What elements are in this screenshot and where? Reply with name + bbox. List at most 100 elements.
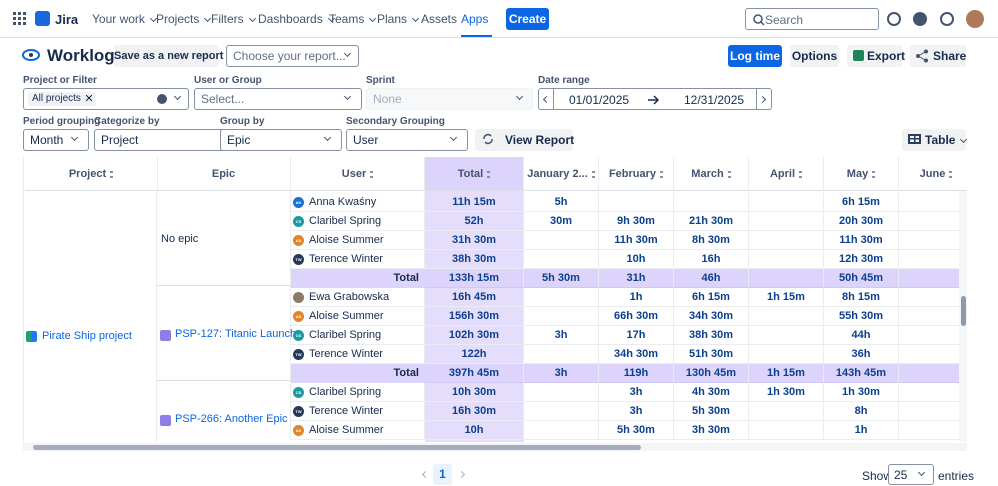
report-table: Project Epic User Total January 2... February…: [23, 157, 967, 442]
nav-active: [461, 35, 492, 37]
sort-icon[interactable]: [370, 170, 374, 178]
column-header[interactable]: Epic: [157, 157, 291, 191]
group-select[interactable]: Epic: [220, 129, 342, 151]
user-name: Anna Kwaśny: [309, 196, 377, 208]
column-header[interactable]: Total: [425, 157, 524, 191]
column-header[interactable]: User: [291, 157, 425, 191]
column-header[interactable]: March: [674, 157, 749, 191]
sort-icon[interactable]: [660, 170, 664, 178]
log-time-button[interactable]: Log time: [728, 45, 782, 67]
date-next[interactable]: [756, 88, 772, 110]
time-cell: [524, 250, 599, 269]
page-button[interactable]: 1: [433, 464, 452, 485]
nav-item[interactable]: Your work: [92, 12, 157, 26]
secondary-select[interactable]: User: [346, 129, 468, 151]
search-box[interactable]: Search: [745, 8, 879, 30]
total-cell: 397h 45m: [425, 364, 524, 383]
column-header[interactable]: February: [599, 157, 674, 191]
project-chip[interactable]: All projects: [28, 92, 96, 106]
view-report-button[interactable]: View Report: [475, 129, 575, 151]
column-header[interactable]: June: [899, 157, 967, 191]
user-name: Claribel Spring: [309, 329, 382, 341]
report-select-placeholder: Choose your report...: [233, 49, 346, 63]
sprint-select: None: [366, 88, 533, 110]
share-button[interactable]: Share: [910, 45, 966, 67]
options-button[interactable]: Options: [790, 45, 839, 67]
epic-name[interactable]: PSP-266: Another Epic: [175, 413, 288, 425]
total-cell: 130h 45m: [674, 364, 749, 383]
time-cell: 8h: [824, 402, 899, 421]
view-mode-select[interactable]: Table: [902, 129, 968, 151]
save-report-button[interactable]: Save as a new report: [114, 45, 223, 67]
sort-icon[interactable]: [799, 170, 803, 178]
nav-icon[interactable]: [887, 12, 901, 26]
filter-label: Period grouping: [23, 116, 101, 127]
sort-icon[interactable]: [591, 170, 595, 178]
nav-item[interactable]: Projects: [156, 12, 212, 26]
date-prev[interactable]: [538, 88, 554, 110]
chip-remove[interactable]: [85, 95, 92, 101]
chevron: [515, 92, 524, 101]
report-select[interactable]: Choose your report...: [226, 45, 359, 67]
user-select[interactable]: Select...: [194, 88, 362, 110]
nav-item[interactable]: Teams: [329, 12, 377, 26]
sort-icon[interactable]: [949, 170, 953, 178]
view-report-label: View Report: [505, 133, 575, 147]
nav-item[interactable]: Dashboards: [258, 12, 335, 26]
column-header[interactable]: Project: [25, 157, 158, 191]
date-to: 12/31/2025: [684, 93, 745, 107]
column-header[interactable]: January 2...: [524, 157, 599, 191]
chevron: [323, 133, 332, 142]
nav-item[interactable]: Filters: [211, 12, 256, 26]
time-cell: 66h 30m: [599, 307, 674, 326]
time-cell: [599, 193, 674, 212]
sort-icon[interactable]: [872, 170, 876, 178]
v-scroll-thumb[interactable]: [961, 296, 966, 326]
user-name: Terence Winter: [309, 253, 383, 265]
time-cell: [749, 193, 824, 212]
project-name[interactable]: Pirate Ship project: [42, 330, 132, 342]
sort-icon[interactable]: [727, 170, 731, 178]
user-name: Aloise Summer: [309, 234, 384, 246]
clear-icon[interactable]: [157, 94, 167, 104]
time-cell: [899, 402, 967, 421]
user-cell: [291, 307, 425, 326]
nav-item[interactable]: Apps: [461, 12, 489, 26]
user-cell: [291, 383, 425, 402]
time-cell: [749, 402, 824, 421]
total-cell: [749, 269, 824, 288]
column-header[interactable]: April: [749, 157, 824, 191]
export-button[interactable]: Export: [847, 45, 905, 67]
app-switcher[interactable]: [13, 12, 26, 25]
nav-icon[interactable]: [913, 12, 927, 26]
chevron: [173, 92, 182, 101]
time-cell: 5h: [524, 193, 599, 212]
per-page-select[interactable]: 25: [888, 464, 934, 485]
user-cell: [291, 193, 425, 212]
sort-icon[interactable]: [110, 170, 114, 178]
avatar[interactable]: [966, 10, 984, 28]
create-button[interactable]: Create: [506, 8, 549, 30]
time-cell: 10h 30m: [425, 383, 524, 402]
period-select[interactable]: Month: [23, 129, 89, 151]
sprint-placeholder: None: [373, 92, 402, 106]
time-cell: [899, 326, 967, 345]
time-cell: 1h: [599, 288, 674, 307]
sort-icon[interactable]: [487, 170, 491, 178]
epic-icon: [160, 415, 171, 426]
project-select[interactable]: All projects: [23, 88, 189, 110]
nav-icon[interactable]: [940, 12, 954, 26]
time-cell: 5h 30m: [674, 402, 749, 421]
epic-name[interactable]: PSP-127: Titanic Launch: [175, 327, 297, 340]
column-header[interactable]: May: [824, 157, 899, 191]
h-scroll-thumb[interactable]: [33, 445, 641, 450]
chevron: [421, 470, 430, 479]
user-avatar: TW: [293, 406, 304, 417]
nav-item[interactable]: Plans: [377, 12, 420, 26]
time-cell: 44h: [824, 326, 899, 345]
date-range[interactable]: 01/01/2025 12/31/2025: [554, 88, 756, 110]
time-cell: 11h 30m: [599, 231, 674, 250]
nav-item[interactable]: Assets: [421, 12, 458, 26]
time-cell: 3h: [524, 326, 599, 345]
user-cell: [291, 231, 425, 250]
